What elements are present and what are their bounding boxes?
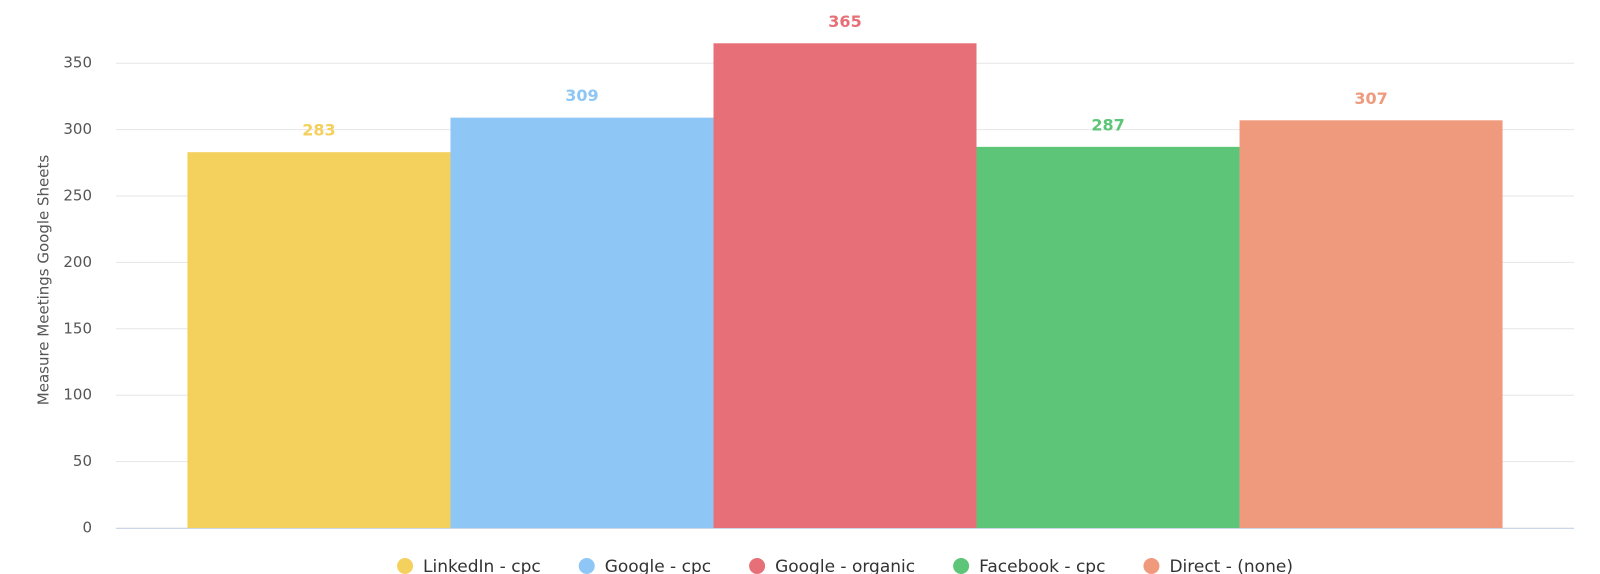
bar	[976, 146, 1240, 528]
legend-marker	[397, 558, 414, 574]
legend-marker	[1143, 558, 1160, 574]
value-label: 283	[302, 121, 335, 140]
value-label: 309	[565, 86, 598, 105]
bar	[450, 117, 714, 528]
y-tick-label: 250	[63, 187, 92, 205]
bar	[713, 43, 977, 528]
bar	[187, 152, 451, 528]
y-tick-label: 200	[63, 253, 92, 271]
y-axis-title: Measure Meetings Google Sheets	[35, 155, 53, 406]
legend-marker	[749, 558, 766, 574]
legend-label: LinkedIn - cpc	[423, 557, 541, 574]
y-tick-label: 350	[63, 54, 92, 72]
y-tick-label: 300	[63, 120, 92, 138]
value-label: 307	[1354, 89, 1387, 108]
y-tick-label: 150	[63, 319, 92, 337]
value-label: 287	[1091, 115, 1124, 134]
legend-label: Direct - (none)	[1169, 557, 1293, 574]
legend-label: Google - cpc	[605, 557, 711, 574]
y-tick-label: 0	[82, 519, 92, 537]
y-tick-label: 100	[63, 386, 92, 404]
legend-marker	[953, 558, 970, 574]
y-tick-label: 50	[73, 452, 92, 470]
legend-marker	[578, 558, 595, 574]
legend-label: Google - organic	[775, 557, 915, 574]
value-label: 365	[828, 12, 861, 31]
bar	[1239, 120, 1503, 528]
legend-label: Facebook - cpc	[979, 557, 1105, 574]
